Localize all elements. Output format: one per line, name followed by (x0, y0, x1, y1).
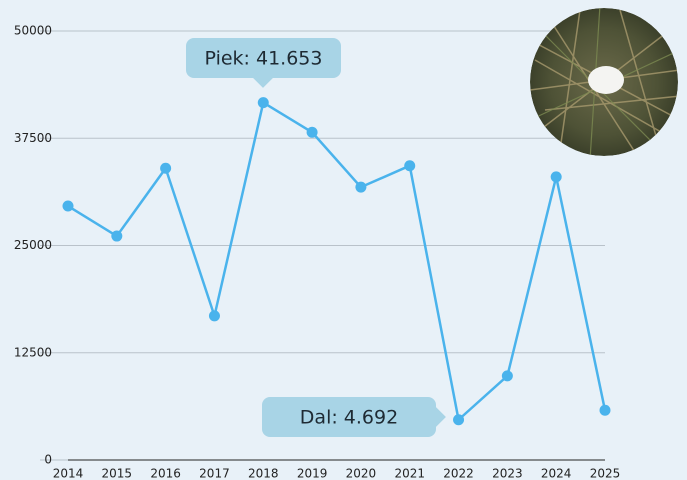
point (62, 200, 74, 212)
photo (530, 8, 678, 156)
x-tick-label: 2014 (53, 467, 84, 480)
x-tick-label: 2020 (346, 467, 377, 480)
x-tick-label: 2023 (492, 467, 523, 480)
point (453, 414, 465, 426)
annotation-pointer (426, 407, 446, 427)
annotation: Piek: 41.653 (186, 38, 341, 88)
point (160, 162, 172, 174)
point (208, 310, 220, 322)
y-tick-label: 0 (44, 453, 52, 467)
point (599, 404, 611, 416)
y-tick-label: 37500 (14, 131, 52, 145)
x-tick-label: 2018 (248, 467, 279, 480)
x-tick-label: 2015 (102, 467, 133, 480)
x-tick-label: 2024 (541, 467, 572, 480)
point (550, 171, 562, 183)
point (501, 370, 513, 382)
x-tick-label: 2025 (590, 467, 621, 480)
y-tick-label: 50000 (14, 24, 52, 38)
annotation-pointer (253, 68, 273, 88)
x-tick-label: 2016 (150, 467, 181, 480)
y-tick-label: 25000 (14, 238, 52, 252)
point (257, 97, 269, 109)
annotation-box (262, 397, 436, 437)
point (111, 230, 123, 242)
y-tick-label: 12500 (14, 345, 52, 359)
x-tick-label: 2022 (443, 467, 474, 480)
annotation-text: Dal: 4.692 (300, 407, 398, 429)
x-tick-label: 2021 (394, 467, 425, 480)
point (355, 181, 367, 193)
annotation-text: Piek: 41.653 (205, 48, 323, 70)
point (404, 160, 416, 172)
line (67, 101, 607, 421)
x-tick-label: 2019 (297, 467, 328, 480)
point (306, 126, 318, 138)
annotation-box (186, 38, 341, 78)
x-tick-label: 2017 (199, 467, 230, 480)
annotation: Dal: 4.692 (262, 397, 446, 437)
